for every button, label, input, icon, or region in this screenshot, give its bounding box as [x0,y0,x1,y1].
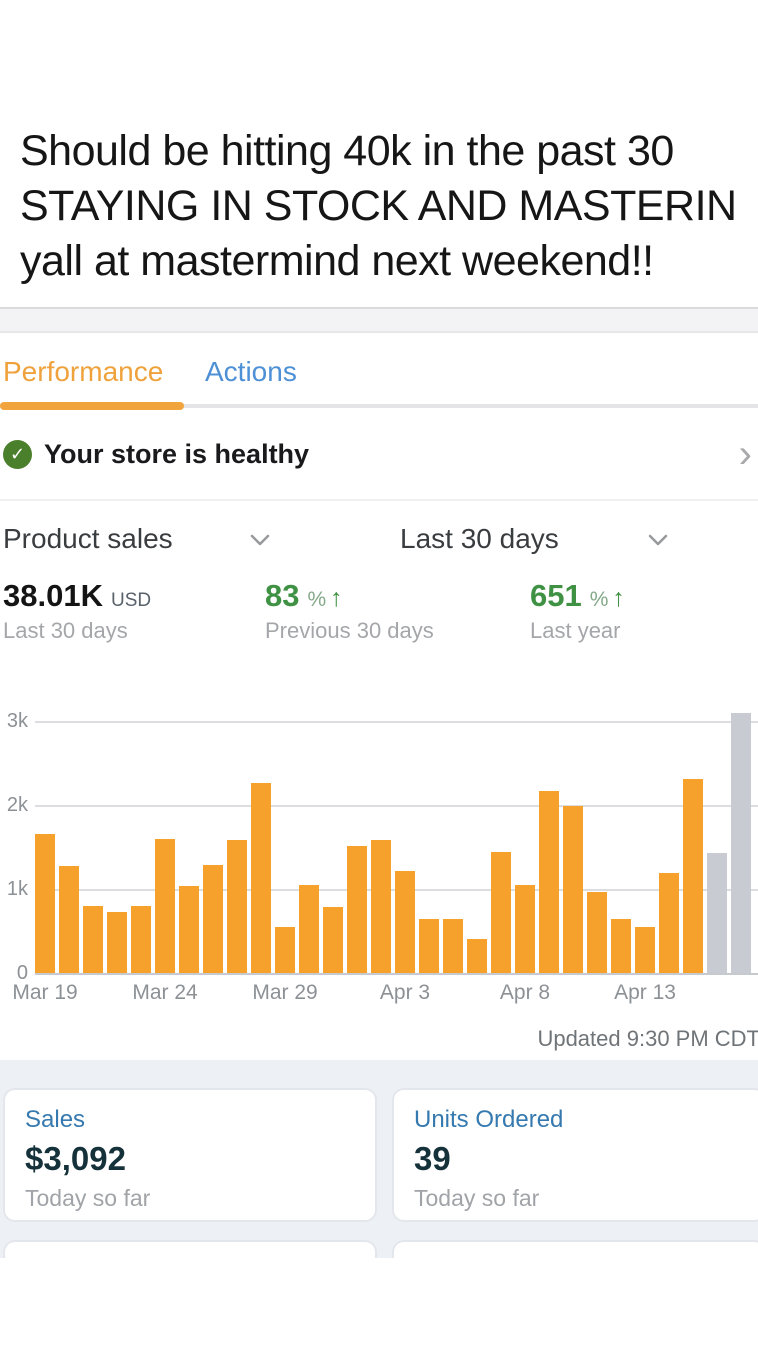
check-circle-icon: ✓ [3,440,32,469]
chart-bar[interactable] [515,885,535,973]
gridline [35,721,758,723]
chart-bar[interactable] [467,939,487,973]
next-row-card-top[interactable] [3,1240,377,1258]
x-axis-tick-label: Mar 29 [252,981,318,1004]
stat-total-sales: 38.01K USD Last 30 days [3,578,151,644]
chart-bar[interactable] [83,906,103,973]
y-axis-tick-label: 1k [6,878,28,900]
chart-bar[interactable] [107,912,127,973]
card-value: $3,092 [25,1140,126,1177]
store-health-label: Your store is healthy [44,439,310,469]
store-health-row[interactable]: ✓ Your store is healthy › [0,432,758,482]
chart-bar[interactable] [371,840,391,973]
chart-bar[interactable] [347,846,367,973]
arrow-up-icon: ↑ [330,584,343,612]
stat-previous-unit: % [307,588,327,611]
chart-bar[interactable] [731,713,751,973]
updated-timestamp: Updated 9:30 PM CDT [537,1026,758,1051]
tab-performance[interactable]: Performance [3,356,164,387]
chart-bar[interactable] [227,840,247,973]
x-axis-tick-label: Apr 3 [379,981,431,1004]
chevron-right-icon: › [738,432,752,476]
divider-line [0,499,758,501]
arrow-up-icon: ↑ [612,584,625,612]
chart-bar[interactable] [35,834,55,973]
chart-bar[interactable] [251,783,271,973]
chevron-down-icon[interactable] [648,534,668,546]
x-axis-tick-label: Apr 13 [614,981,676,1004]
chart-bar[interactable] [587,892,607,973]
chart-bar[interactable] [683,779,703,973]
stat-total-caption: Last 30 days [3,618,128,643]
chart-bar[interactable] [395,871,415,973]
tab-track [0,404,758,408]
chart-bar[interactable] [443,919,463,973]
stat-total-value: 38.01K [3,578,103,613]
stat-lastyear-unit: % [589,588,609,611]
story-line-1: Should be hitting 40k in the past 30 [20,127,674,175]
tab-actions[interactable]: Actions [205,356,297,387]
chart-bar[interactable] [299,885,319,973]
x-axis-tick-label: Mar 19 [12,981,78,1004]
sales-today-card[interactable]: Sales $3,092 Today so far [3,1088,377,1222]
card-caption: Today so far [25,1185,151,1211]
chart-bar[interactable] [155,839,175,973]
today-cards-section: Sales $3,092 Today so far Units Ordered … [0,1060,758,1258]
chart-bar[interactable] [707,853,727,973]
next-row-card-top[interactable] [392,1240,758,1258]
metric-dropdown[interactable]: Product sales [3,523,173,554]
story-line-3: yall at mastermind next weekend!! [20,237,654,285]
section-divider [0,307,758,333]
stat-previous-value: 83 [265,578,300,613]
card-value: 39 [414,1140,451,1177]
chart-bar[interactable] [203,865,223,973]
gridline [35,805,758,807]
sales-bar-chart: 3k 2k 1k 0 Mar 19 Mar 24 Mar 29 Apr 3 Apr 8 Apr 1… [0,700,758,1010]
chart-bar[interactable] [323,907,343,973]
chart-bar[interactable] [419,919,439,973]
stat-vs-last-year: 651 % ↑ Last year [530,578,625,644]
chart-bar[interactable] [635,927,655,973]
card-title: Units Ordered [414,1106,564,1133]
chart-bar[interactable] [59,866,79,973]
chart-bar[interactable] [539,791,559,973]
story-line-2: STAYING IN STOCK AND MASTERIN [20,182,737,230]
chevron-down-icon[interactable] [250,534,270,546]
y-axis-tick-label: 2k [6,794,28,816]
stat-lastyear-value: 651 [530,578,582,613]
y-axis-tick-label: 0 [16,962,28,984]
card-caption: Today so far [414,1185,540,1211]
x-axis-tick-label: Apr 8 [499,981,551,1004]
chart-bar[interactable] [491,852,511,973]
card-title: Sales [25,1106,86,1133]
active-tab-indicator [0,402,184,410]
stat-lastyear-caption: Last year [530,618,621,643]
gridline [35,973,758,975]
units-ordered-card[interactable]: Units Ordered 39 Today so far [392,1088,758,1222]
chart-bar[interactable] [275,927,295,973]
stat-total-unit: USD [110,590,152,611]
chart-bar[interactable] [659,873,679,973]
stat-vs-previous: 83 % ↑ Previous 30 days [265,578,434,644]
story-caption: Should be hitting 40k in the past 30 STA… [20,124,758,289]
chart-bar[interactable] [131,906,151,973]
chart-bar[interactable] [563,806,583,973]
chart-bar[interactable] [611,919,631,973]
stat-previous-caption: Previous 30 days [265,618,434,643]
chart-bar[interactable] [179,886,199,973]
x-axis-tick-label: Mar 24 [132,981,198,1004]
y-axis-tick-label: 3k [6,710,28,732]
date-range-dropdown[interactable]: Last 30 days [400,523,559,554]
